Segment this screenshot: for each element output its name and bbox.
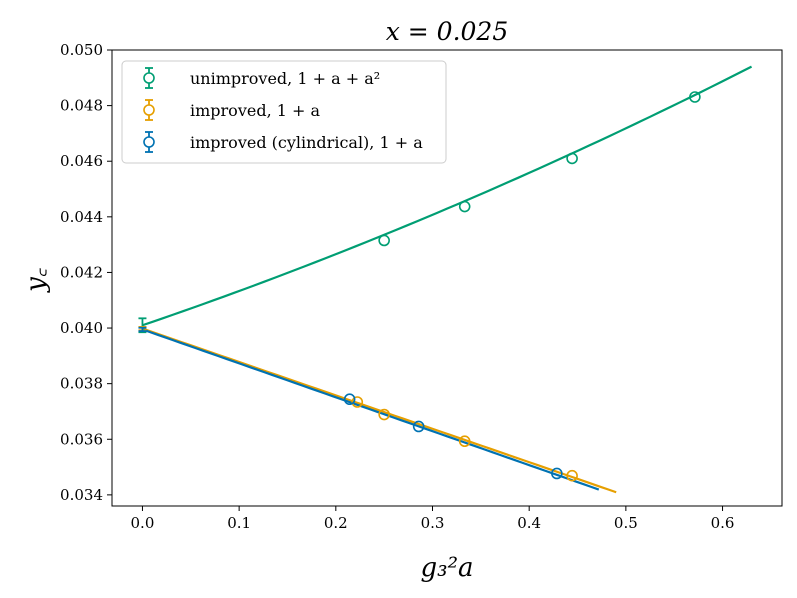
legend-marker-series-1	[143, 104, 155, 116]
y-tick-label: 0.036	[60, 430, 103, 448]
chart-title: x = 0.025	[386, 17, 509, 46]
x-axis-ticks: 0.0 0.1 0.2 0.3 0.4 0.5 0.6	[131, 506, 735, 532]
x-tick-label: 0.0	[131, 514, 155, 532]
legend-label-series-2: improved (cylindrical), 1 + a	[190, 133, 423, 152]
fit-line-series-0	[142, 65, 753, 327]
y-tick-label: 0.050	[60, 41, 103, 59]
data-point-series-2	[551, 467, 563, 480]
data-point-series-1	[351, 396, 364, 408]
legend-label-series-0: unimproved, 1 + a + a²	[190, 69, 380, 88]
x-tick-label: 0.5	[614, 514, 638, 532]
x-tick-label: 0.4	[517, 514, 541, 532]
fit-lines	[142, 65, 753, 494]
data-point-series-2	[343, 393, 356, 406]
x-tick-label: 0.1	[227, 514, 251, 532]
y-tick-label: 0.048	[60, 97, 103, 115]
x-tick-label: 0.3	[421, 514, 445, 532]
fit-line-series-1	[142, 327, 617, 494]
y-tick-label: 0.038	[60, 375, 103, 393]
data-point-series-2	[412, 420, 425, 433]
legend: unimproved, 1 + a + a² improved, 1 + a imp…	[121, 60, 447, 164]
extrapolation-error-bars	[138, 317, 147, 334]
y-tick-label: 0.046	[60, 152, 103, 170]
legend-marker-series-2	[143, 136, 155, 148]
fit-line-series-2	[142, 328, 600, 491]
data-point-series-1	[566, 469, 578, 482]
legend-marker-series-0	[143, 72, 155, 84]
y-tick-label: 0.042	[60, 263, 103, 281]
data-point-series-0	[458, 200, 471, 213]
data-point-series-0	[689, 91, 701, 103]
data-point-series-1	[458, 435, 471, 448]
x-axis-label: g₃²a	[421, 553, 474, 583]
data-markers	[343, 91, 701, 482]
legend-frame	[121, 60, 447, 164]
x-tick-label: 0.6	[711, 514, 735, 532]
data-point-series-1	[378, 408, 390, 421]
x-tick-label: 0.2	[324, 514, 348, 532]
y-axis-label: y꜀	[21, 267, 51, 293]
plot-frame	[111, 49, 783, 507]
legend-label-series-1: improved, 1 + a	[190, 101, 320, 120]
y-tick-label: 0.040	[60, 319, 103, 337]
y-tick-label: 0.034	[60, 486, 103, 504]
y-tick-label: 0.044	[60, 208, 103, 226]
y-axis-ticks: 0.034 0.036 0.038 0.040 0.042 0.044 0.046 0.048…	[60, 41, 112, 504]
data-point-series-0	[566, 152, 578, 165]
data-point-series-0	[378, 234, 390, 247]
